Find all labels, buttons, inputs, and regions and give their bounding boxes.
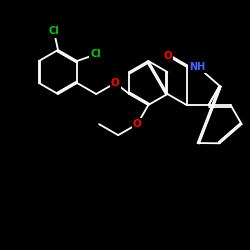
Text: NH: NH: [190, 62, 206, 72]
Text: Cl: Cl: [48, 26, 60, 36]
Text: O: O: [163, 51, 172, 61]
Text: Cl: Cl: [90, 50, 101, 59]
Text: O: O: [111, 78, 120, 88]
Text: O: O: [133, 119, 142, 129]
